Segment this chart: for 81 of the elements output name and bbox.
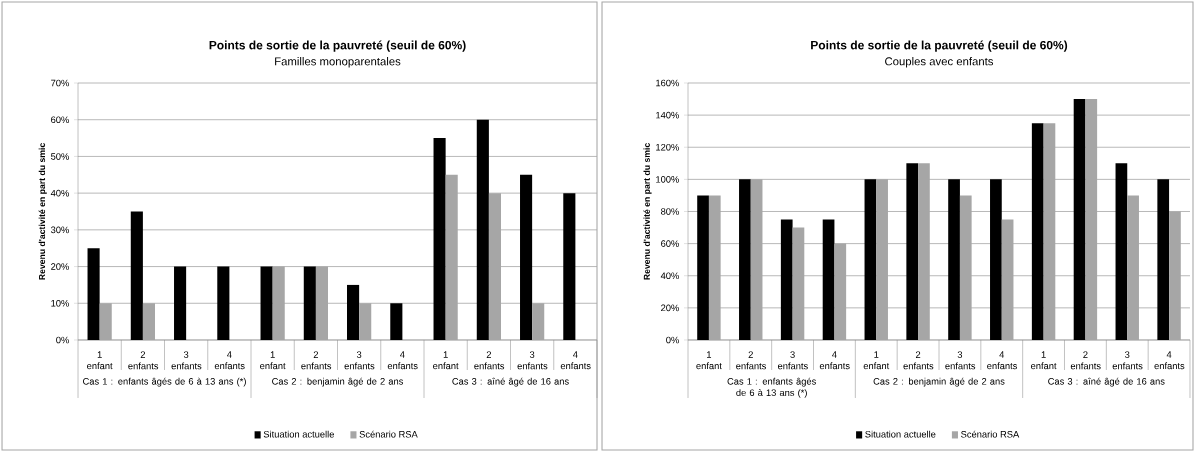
y-axis-title: Revenu d'activité en part du smic — [38, 143, 47, 280]
bar — [303, 266, 316, 340]
chart-title: Points de sortie de la pauvreté (seuil de 60%) — [209, 40, 466, 52]
bar — [260, 266, 273, 340]
bar — [906, 163, 919, 340]
bar — [476, 119, 489, 340]
x-tick-label: 4 enfants — [819, 351, 850, 370]
bar — [864, 179, 877, 340]
text: Cas 1 : enfants âgés de 6 à 13 ans (*) — [83, 377, 246, 387]
bar — [1157, 179, 1170, 340]
bar — [130, 211, 143, 340]
x-tick-label: 2 enfants — [1070, 351, 1101, 370]
y-tick-label: 20% — [661, 304, 679, 312]
x-tick-label: 4 enfants — [387, 351, 418, 370]
y-tick-label: 40% — [50, 189, 69, 197]
x-tick-label: 1 enfant — [87, 351, 113, 370]
text: Cas 1 : enfants âgés de 6 à 13 ans (*) — [727, 377, 816, 398]
y-tick-label: 50% — [51, 153, 69, 160]
chart-subtitle: Familles monoparentales — [275, 57, 401, 68]
y-tick-label: 40% — [660, 272, 679, 280]
legend-label: Situation actuelle — [263, 430, 334, 438]
x-tick-label: 3 enfants — [171, 351, 202, 370]
x-tick-label: 3 enfants — [777, 351, 808, 370]
bar — [390, 303, 403, 340]
text: Cas 2 : benjamin âgé de 2 ans — [873, 377, 1005, 387]
bar — [822, 219, 835, 340]
y-tick-label: 10% — [51, 299, 69, 307]
chart-title: Points de sortie de la pauvreté (seuil de 60%) — [811, 40, 1068, 52]
bar — [780, 219, 793, 340]
bar — [347, 284, 360, 340]
bar — [990, 179, 1002, 340]
y-tick-label: 0% — [56, 336, 69, 344]
x-tick-label: 2 enfants — [903, 351, 934, 370]
x-tick-label: 2 enfants — [128, 351, 159, 370]
text: Cas 3 : aîné âgé de 16 ans — [452, 377, 569, 387]
y-tick-label: 30% — [50, 226, 69, 234]
y-tick-label: 60% — [661, 240, 679, 247]
x-tick-label: 3 enfants — [945, 351, 976, 370]
bar — [520, 174, 533, 340]
text: Cas 2 : benjamin âgé de 2 ans — [272, 377, 404, 387]
x-tick-label: 4 enfants — [987, 351, 1018, 370]
bar — [217, 266, 230, 340]
x-tick-label: 1 enfant — [696, 351, 722, 370]
bar — [1031, 123, 1044, 340]
x-tick-label: 4 enfants — [214, 351, 245, 370]
y-tick-label: 80% — [661, 208, 679, 215]
x-tick-label: 3 enfants — [1112, 351, 1143, 370]
x-tick-label: 2 enfants — [301, 351, 332, 370]
x-tick-label: 2 enfants — [736, 351, 767, 370]
x-tick-label: 1 enfant — [1031, 351, 1057, 370]
bar — [1115, 163, 1128, 340]
bar — [87, 248, 100, 340]
y-tick-label: 70% — [51, 79, 69, 87]
x-tick-label: 1 enfant — [863, 351, 890, 370]
bar — [174, 266, 187, 340]
text: Cas 3 : aîné âgé de 16 ans — [1048, 377, 1165, 387]
y-axis-title: Revenu d'activité en part du smic — [643, 143, 652, 280]
x-tick-label: 4 enfants — [560, 351, 591, 370]
chart-subtitle: Couples avec enfants — [885, 57, 994, 68]
x-tick-label: 3 enfants — [517, 351, 548, 370]
legend-label: Scénario RSA — [961, 430, 1020, 438]
bar — [563, 193, 576, 340]
bar — [948, 179, 960, 340]
x-tick-label: 4 enfants — [1154, 351, 1185, 370]
bar — [697, 195, 709, 340]
y-tick-label: 100% — [656, 176, 679, 183]
x-tick-label: 1 enfant — [260, 351, 286, 370]
x-tick-label: 2 enfants — [474, 351, 505, 370]
y-tick-label: 140% — [656, 111, 679, 119]
y-tick-label: 0% — [666, 336, 679, 344]
x-tick-label: 3 enfants — [344, 351, 375, 370]
legend-label: Scénario RSA — [359, 430, 418, 438]
bar — [433, 138, 446, 340]
y-tick-label: 60% — [51, 116, 69, 124]
y-tick-label: 120% — [656, 143, 679, 151]
y-tick-label: 160% — [656, 79, 679, 87]
bar — [1073, 99, 1086, 340]
y-tick-label: 20% — [51, 263, 69, 270]
x-tick-label: 1 enfant — [433, 351, 459, 370]
bar — [739, 179, 751, 340]
legend-label: Situation actuelle — [865, 430, 936, 438]
